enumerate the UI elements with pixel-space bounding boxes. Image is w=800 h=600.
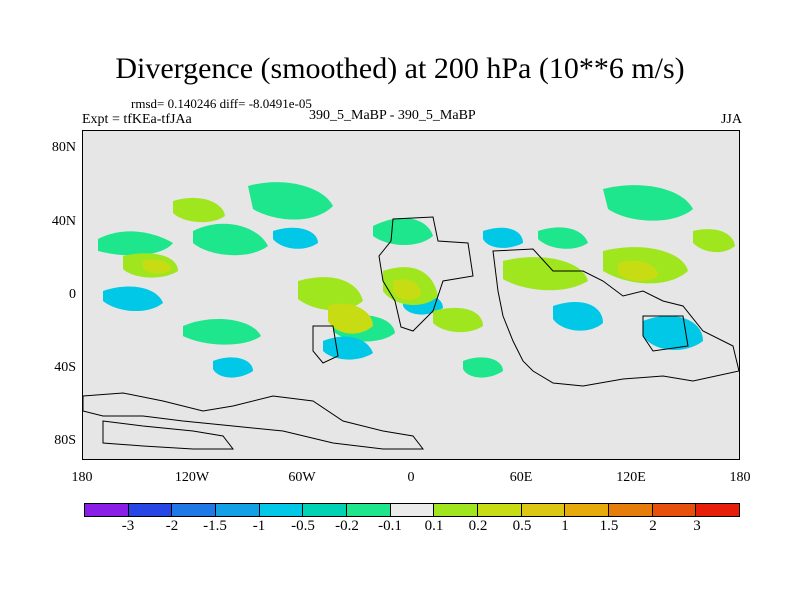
- colorbar-label: 0.2: [468, 518, 488, 534]
- colorbar: [84, 503, 740, 517]
- x-tick-label: 180: [729, 470, 751, 485]
- x-tick-label: 0: [407, 470, 415, 485]
- colorbar-label: 0.5: [512, 518, 532, 534]
- map-title: Divergence (smoothed) at 200 hPa (10**6 …: [115, 52, 685, 85]
- colorbar-segment: [259, 504, 304, 516]
- colorbar-segment: [172, 504, 217, 516]
- x-tick-label: 120E: [616, 470, 646, 485]
- colorbar-label: 1.5: [599, 518, 619, 534]
- strong-positive-areas: [143, 259, 658, 334]
- y-tick-label: 40N: [51, 214, 76, 229]
- colorbar-segment: [478, 504, 522, 516]
- season-label: JJA: [720, 112, 742, 127]
- colorbar-label: -0.1: [378, 518, 402, 534]
- negative-divergence-areas: [98, 182, 693, 378]
- case-label: 390_5_MaBP - 390_5_MaBP: [309, 108, 476, 123]
- colorbar-label: 3: [693, 518, 701, 534]
- colorbar-label: -1.5: [203, 518, 227, 534]
- colorbar-segment: [85, 504, 129, 516]
- colorbar-segment: [347, 504, 391, 516]
- coastlines: [83, 216, 739, 450]
- y-tick-label: 80N: [51, 140, 76, 155]
- colorbar-segment: [216, 504, 260, 516]
- colorbar-label: 0.1: [424, 518, 444, 534]
- divergence-field: [83, 182, 739, 450]
- colorbar-label: 1: [561, 518, 569, 534]
- strong-negative-areas: [103, 227, 703, 378]
- x-tick-label: 120W: [174, 470, 210, 485]
- colorbar-label: -1: [252, 518, 266, 534]
- colorbar-label: 2: [649, 518, 657, 534]
- rmsd-text: rmsd= 0.140246 diff= -8.0491e-05: [131, 96, 312, 111]
- x-tick-label: 60W: [288, 470, 316, 485]
- colorbar-segment: [609, 504, 653, 516]
- colorbar-label: -3: [121, 518, 135, 534]
- colorbar-segment: [565, 504, 610, 516]
- y-tick-label: 0: [69, 287, 76, 302]
- colorbar-segment: [128, 504, 173, 516]
- colorbar-segment: [303, 504, 348, 516]
- y-tick-label: 80S: [54, 433, 76, 448]
- experiment-label: Expt = tfKEa-tfJAa: [82, 112, 192, 127]
- colorbar-label: -0.2: [335, 518, 359, 534]
- colorbar-label: -0.5: [291, 518, 315, 534]
- colorbar-segment: [696, 504, 740, 516]
- x-tick-label: 180: [71, 470, 93, 485]
- colorbar-label: -2: [165, 518, 179, 534]
- y-tick-label: 40S: [54, 360, 76, 375]
- x-tick-label: 60E: [509, 470, 533, 485]
- map-plot-area: [82, 130, 740, 460]
- colorbar-segment: [521, 504, 566, 516]
- colorbar-segment: [390, 504, 435, 516]
- colorbar-segment: [652, 504, 697, 516]
- colorbar-segment: [434, 504, 479, 516]
